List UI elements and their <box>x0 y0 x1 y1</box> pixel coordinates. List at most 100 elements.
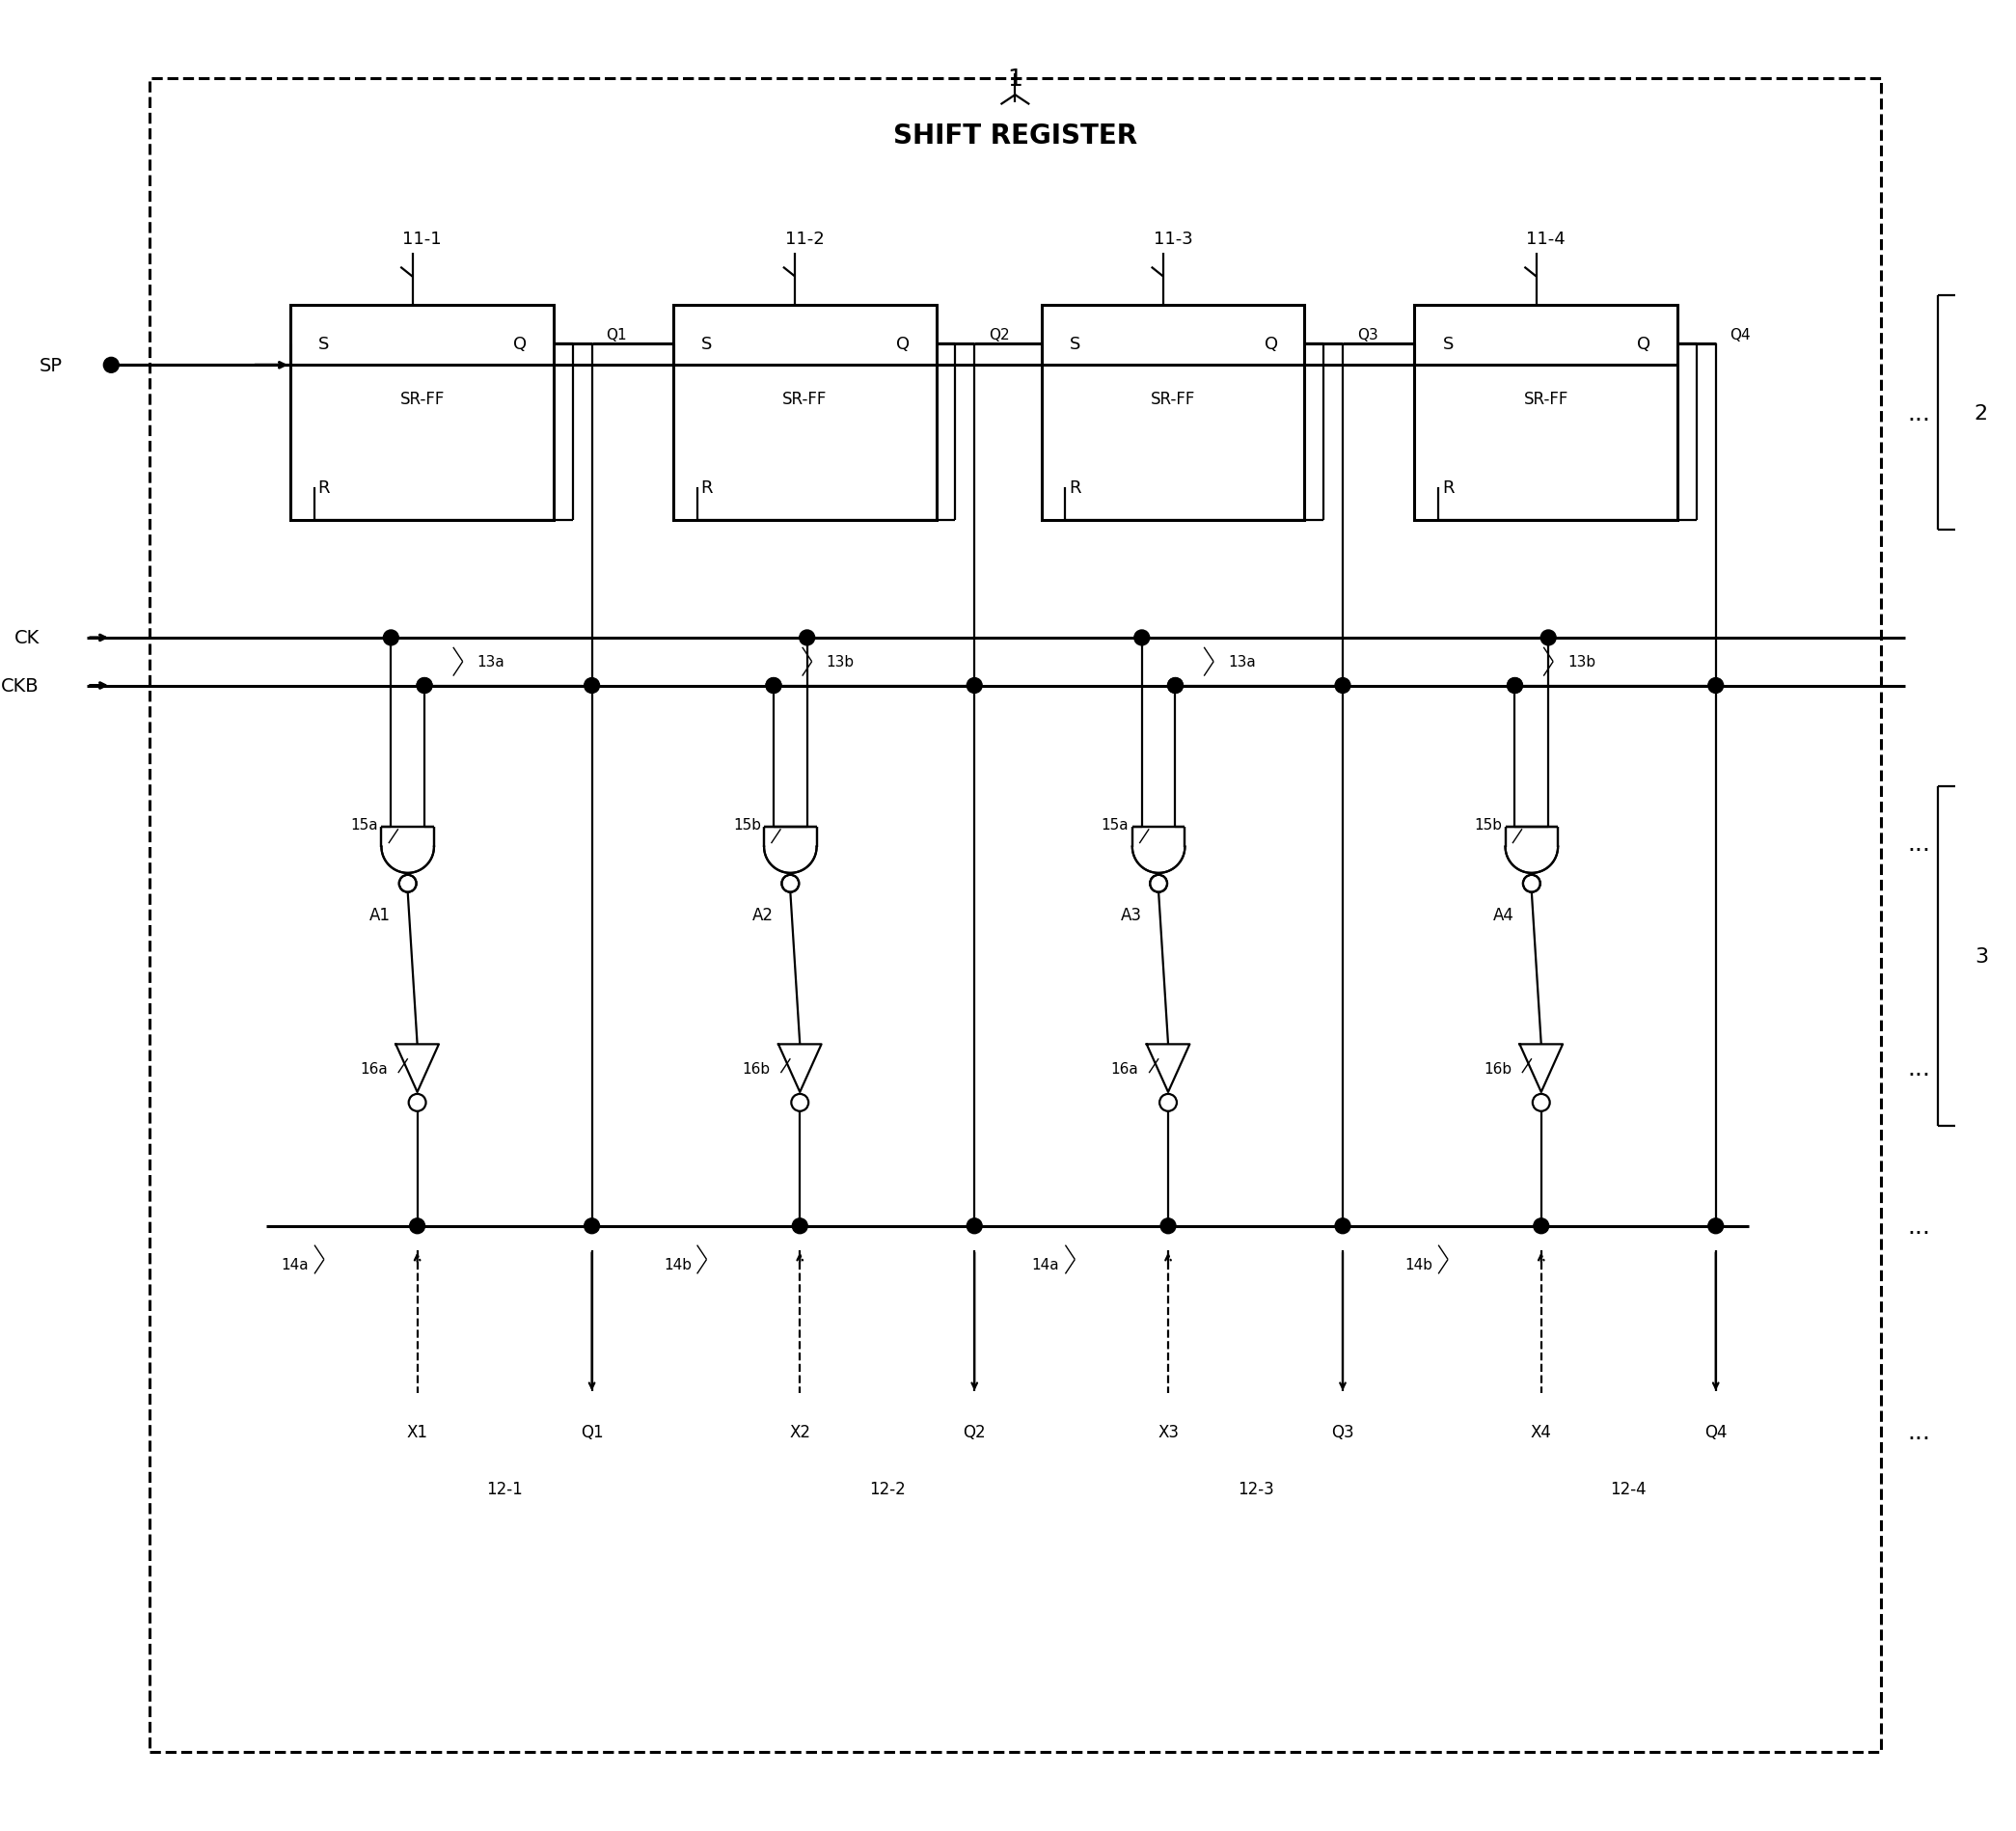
Text: X1: X1 <box>407 1423 427 1441</box>
Text: X4: X4 <box>1530 1423 1552 1441</box>
Circle shape <box>766 677 782 694</box>
Text: R: R <box>319 480 331 496</box>
Text: 11-1: 11-1 <box>403 231 442 247</box>
Circle shape <box>1708 677 1724 694</box>
Text: Q: Q <box>514 335 526 353</box>
Text: Q3: Q3 <box>1331 1423 1355 1441</box>
Circle shape <box>103 359 119 374</box>
Text: SR-FF: SR-FF <box>399 390 444 408</box>
Text: Q2: Q2 <box>988 328 1010 342</box>
Text: Q3: Q3 <box>1357 328 1379 342</box>
Text: A4: A4 <box>1494 906 1514 925</box>
Circle shape <box>1335 677 1351 694</box>
Circle shape <box>1540 630 1556 646</box>
Text: 3: 3 <box>1974 947 1988 965</box>
Text: R: R <box>1068 480 1081 496</box>
Text: X3: X3 <box>1157 1423 1179 1441</box>
Circle shape <box>417 677 431 694</box>
Text: SP: SP <box>40 357 62 375</box>
Text: 15a: 15a <box>1101 817 1129 831</box>
Text: CKB: CKB <box>2 677 40 696</box>
Text: R: R <box>702 480 714 496</box>
Text: Q: Q <box>1264 335 1278 353</box>
Text: A2: A2 <box>752 906 774 925</box>
Bar <box>149 79 1881 1752</box>
Text: 11-2: 11-2 <box>784 231 825 247</box>
Text: SR-FF: SR-FF <box>1151 390 1195 408</box>
Circle shape <box>585 677 599 694</box>
Circle shape <box>766 677 782 694</box>
Circle shape <box>968 1219 982 1234</box>
Circle shape <box>1335 1219 1351 1234</box>
Text: ...: ... <box>1907 1421 1931 1443</box>
Text: ...: ... <box>1907 833 1931 855</box>
Text: Q2: Q2 <box>964 1423 986 1441</box>
Circle shape <box>585 1219 599 1234</box>
Text: 16a: 16a <box>1111 1062 1139 1075</box>
Text: A1: A1 <box>369 906 391 925</box>
Circle shape <box>1534 1219 1548 1234</box>
Text: 14a: 14a <box>280 1258 308 1273</box>
Bar <box>361 796 847 910</box>
Circle shape <box>1508 677 1522 694</box>
Text: 14a: 14a <box>1032 1258 1060 1273</box>
Text: 14b: 14b <box>663 1258 691 1273</box>
Circle shape <box>409 1219 425 1234</box>
Text: 12-2: 12-2 <box>869 1481 905 1498</box>
Bar <box>1484 800 1589 906</box>
Circle shape <box>792 1219 808 1234</box>
Bar <box>290 306 554 522</box>
Text: Q: Q <box>1637 335 1651 353</box>
Text: Q4: Q4 <box>1730 328 1752 342</box>
Text: S: S <box>1068 335 1081 353</box>
Bar <box>673 306 935 522</box>
Text: CK: CK <box>14 630 40 648</box>
Text: Q: Q <box>895 335 909 353</box>
Text: SR-FF: SR-FF <box>782 390 827 408</box>
Bar <box>369 1031 857 1117</box>
Text: 1: 1 <box>1008 68 1022 90</box>
Bar <box>1111 796 1589 910</box>
Text: ...: ... <box>1907 1056 1931 1080</box>
Text: ...: ... <box>1907 403 1931 425</box>
Text: 14b: 14b <box>1405 1258 1433 1273</box>
Text: R: R <box>1441 480 1454 496</box>
Circle shape <box>383 630 399 646</box>
Text: Q1: Q1 <box>581 1423 603 1441</box>
Circle shape <box>968 677 982 694</box>
Text: 13b: 13b <box>827 655 855 670</box>
Bar <box>1111 800 1216 906</box>
Text: S: S <box>702 335 712 353</box>
Text: 12-3: 12-3 <box>1238 1481 1274 1498</box>
Text: 13a: 13a <box>1228 655 1256 670</box>
Circle shape <box>1135 630 1149 646</box>
Text: 11-4: 11-4 <box>1526 231 1566 247</box>
Circle shape <box>417 677 431 694</box>
Bar <box>1415 306 1677 522</box>
Text: 16b: 16b <box>742 1062 770 1075</box>
Circle shape <box>800 630 814 646</box>
Text: 16b: 16b <box>1484 1062 1512 1075</box>
Text: 2: 2 <box>1974 405 1988 423</box>
Bar <box>1042 306 1304 522</box>
Text: 11-3: 11-3 <box>1153 231 1193 247</box>
Text: S: S <box>1441 335 1454 353</box>
Text: A3: A3 <box>1121 906 1141 925</box>
Bar <box>742 800 847 906</box>
Text: 15b: 15b <box>734 817 760 831</box>
Text: SR-FF: SR-FF <box>1524 390 1568 408</box>
Text: Q4: Q4 <box>1704 1423 1728 1441</box>
Text: 13a: 13a <box>478 655 504 670</box>
Text: 16a: 16a <box>361 1062 387 1075</box>
Text: ...: ... <box>1907 1214 1931 1238</box>
Text: SHIFT REGISTER: SHIFT REGISTER <box>893 123 1137 150</box>
Text: 15a: 15a <box>351 817 377 831</box>
Text: 13b: 13b <box>1568 655 1595 670</box>
Text: 12-1: 12-1 <box>486 1481 522 1498</box>
Text: S: S <box>319 335 329 353</box>
Text: Q1: Q1 <box>607 328 627 342</box>
Circle shape <box>1708 1219 1724 1234</box>
Text: X2: X2 <box>790 1423 810 1441</box>
Bar <box>1121 1031 1599 1117</box>
Text: 12-4: 12-4 <box>1611 1481 1647 1498</box>
